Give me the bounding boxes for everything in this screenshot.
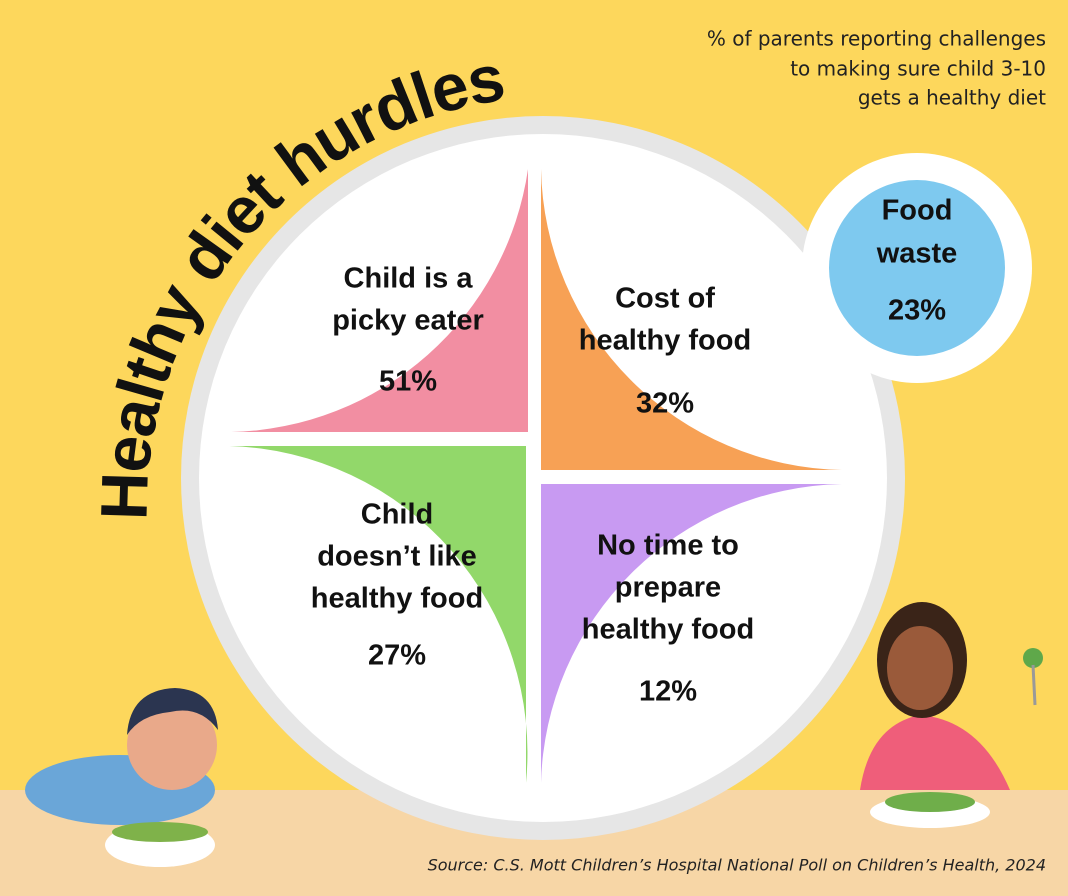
item-label: picky eater bbox=[332, 305, 484, 337]
subtitle-line: % of parents reporting challenges bbox=[707, 27, 1046, 51]
item-value: 23% bbox=[888, 295, 946, 327]
item-label: No time to bbox=[597, 530, 739, 562]
item-label: Child is a bbox=[344, 263, 474, 295]
plate-section bbox=[541, 484, 842, 783]
item-label: waste bbox=[876, 238, 958, 270]
girl bbox=[860, 602, 1043, 828]
item-label: Cost of bbox=[615, 283, 715, 315]
item-label: Food bbox=[882, 195, 953, 227]
item-value: 32% bbox=[636, 388, 694, 420]
subtitle: % of parents reporting challenges to mak… bbox=[707, 27, 1046, 110]
subtitle-line: to making sure child 3-10 bbox=[790, 57, 1046, 81]
subtitle-line: gets a healthy diet bbox=[858, 86, 1046, 110]
item-label: Child bbox=[361, 499, 434, 531]
item-value: 27% bbox=[368, 640, 426, 672]
item-label: prepare bbox=[615, 572, 721, 604]
item-label: healthy food bbox=[582, 614, 754, 646]
boy bbox=[25, 688, 218, 867]
item-label: doesn’t like bbox=[317, 541, 477, 573]
source: Source: C.S. Mott Children’s Hospital Na… bbox=[428, 856, 1046, 875]
item-label: healthy food bbox=[311, 583, 483, 615]
plate-section bbox=[231, 169, 529, 432]
item-value: 51% bbox=[379, 366, 437, 398]
item-value: 12% bbox=[639, 676, 697, 708]
plate bbox=[199, 134, 887, 822]
side-dish bbox=[829, 180, 1005, 356]
item-label: healthy food bbox=[579, 325, 751, 357]
plate-section bbox=[229, 446, 528, 783]
plate-section bbox=[541, 169, 842, 470]
